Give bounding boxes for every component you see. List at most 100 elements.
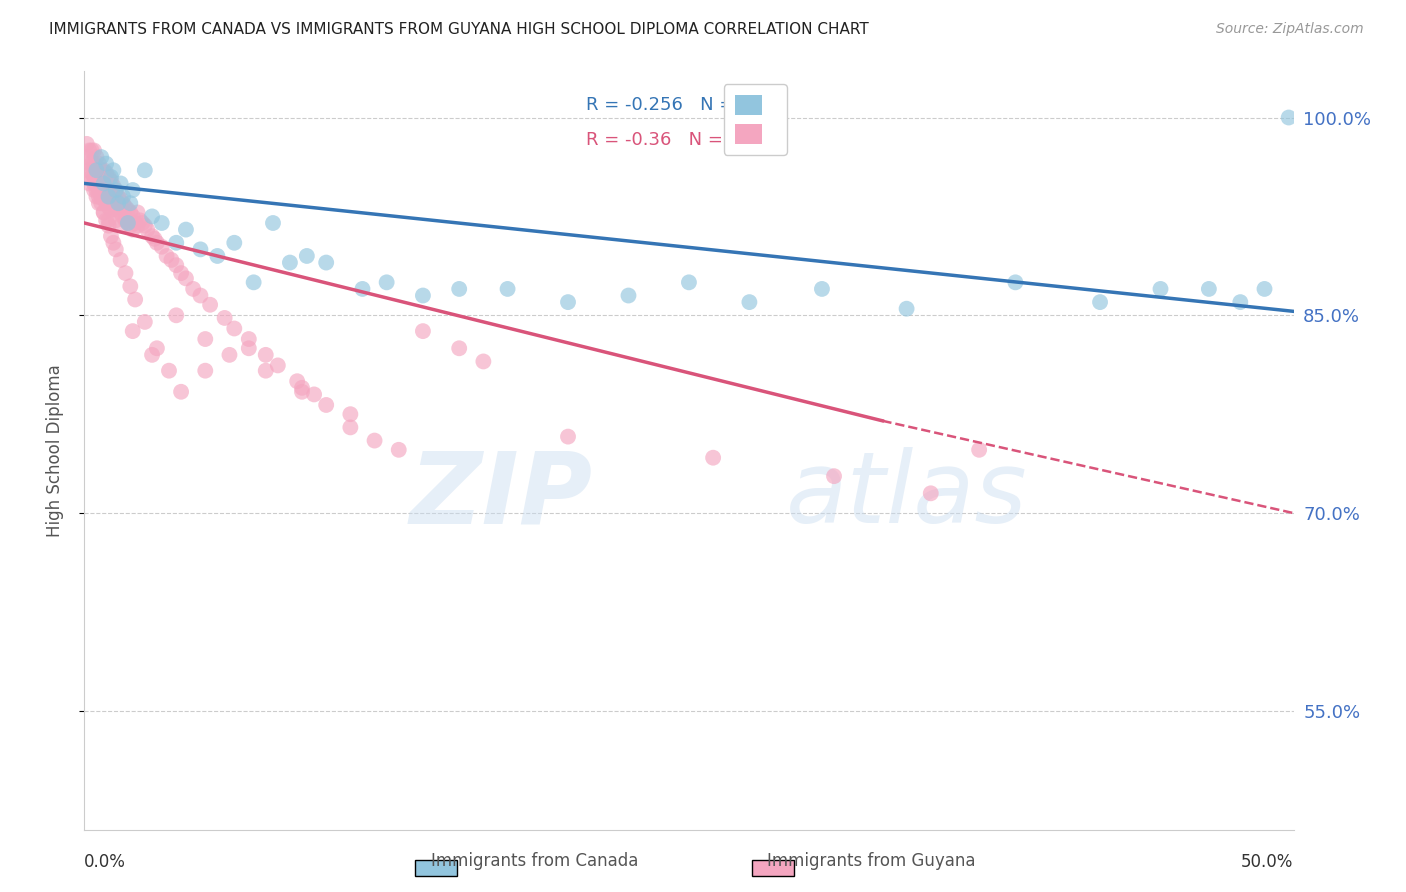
- Point: [920, 486, 942, 500]
- Point: [302, 387, 325, 401]
- Point: [90, 177, 112, 191]
- Point: [90, 196, 112, 211]
- Point: [114, 266, 136, 280]
- Point: [104, 186, 127, 201]
- Point: [76, 150, 98, 164]
- Text: Immigrants from Guyana: Immigrants from Guyana: [768, 852, 976, 870]
- Point: [127, 219, 149, 233]
- Point: [97, 219, 120, 233]
- Point: [242, 276, 264, 290]
- Point: [120, 196, 142, 211]
- Point: [339, 420, 361, 434]
- Text: atlas: atlas: [786, 448, 1028, 544]
- Point: [1149, 282, 1171, 296]
- Point: [87, 183, 110, 197]
- Point: [315, 255, 337, 269]
- Point: [388, 442, 411, 457]
- Point: [136, 222, 159, 236]
- Text: Source: ZipAtlas.com: Source: ZipAtlas.com: [1216, 22, 1364, 37]
- Point: [896, 301, 918, 316]
- Point: [87, 196, 110, 211]
- Point: [83, 177, 105, 191]
- Point: [97, 200, 120, 214]
- Point: [155, 249, 177, 263]
- Point: [77, 177, 100, 191]
- Point: [112, 196, 135, 211]
- Point: [811, 282, 834, 296]
- Point: [107, 202, 129, 217]
- Point: [104, 243, 127, 257]
- Point: [224, 321, 246, 335]
- Point: [174, 271, 197, 285]
- Point: [97, 213, 120, 227]
- Point: [93, 179, 115, 194]
- Point: [83, 156, 105, 170]
- Point: [100, 229, 122, 244]
- Point: [285, 374, 308, 388]
- Point: [87, 169, 110, 184]
- Point: [218, 348, 240, 362]
- Point: [496, 282, 519, 296]
- Point: [134, 163, 156, 178]
- Point: [90, 189, 112, 203]
- Point: [120, 205, 142, 219]
- Point: [170, 266, 193, 280]
- Point: [160, 252, 183, 267]
- Point: [100, 174, 122, 188]
- Text: 50.0%: 50.0%: [1241, 854, 1294, 871]
- Point: [97, 186, 120, 200]
- Point: [93, 177, 115, 191]
- Point: [181, 282, 204, 296]
- Point: [557, 295, 579, 310]
- Point: [267, 359, 290, 373]
- Point: [121, 222, 143, 236]
- Point: [94, 213, 117, 227]
- Point: [412, 324, 434, 338]
- Point: [104, 200, 127, 214]
- Point: [165, 235, 187, 250]
- Point: [1253, 282, 1275, 296]
- Point: [110, 177, 132, 191]
- Point: [339, 407, 361, 421]
- Point: [143, 232, 166, 246]
- Point: [124, 216, 146, 230]
- Point: [86, 163, 108, 178]
- Point: [134, 315, 156, 329]
- Point: [80, 166, 103, 180]
- Point: [114, 200, 136, 214]
- Point: [112, 210, 135, 224]
- Point: [702, 450, 724, 465]
- Point: [107, 189, 129, 203]
- Point: [146, 235, 169, 250]
- Point: [678, 276, 700, 290]
- Point: [83, 169, 105, 184]
- Point: [104, 213, 127, 227]
- Point: [967, 442, 990, 457]
- Point: [86, 163, 108, 178]
- Point: [150, 240, 173, 254]
- Point: [238, 341, 260, 355]
- Point: [412, 288, 434, 302]
- Point: [295, 249, 318, 263]
- Point: [124, 293, 146, 307]
- Point: [112, 189, 135, 203]
- Point: [198, 298, 221, 312]
- Point: [238, 332, 260, 346]
- Point: [262, 216, 284, 230]
- Point: [121, 183, 143, 197]
- Point: [86, 177, 108, 191]
- Point: [190, 243, 212, 257]
- Point: [90, 163, 112, 178]
- Point: [103, 163, 125, 178]
- Point: [207, 249, 229, 263]
- Text: R = -0.256   N = 45: R = -0.256 N = 45: [586, 96, 763, 114]
- Point: [472, 354, 495, 368]
- Point: [194, 332, 217, 346]
- Point: [127, 205, 149, 219]
- Point: [194, 364, 217, 378]
- Point: [77, 144, 100, 158]
- Point: [77, 163, 100, 178]
- Point: [80, 144, 103, 158]
- Point: [363, 434, 385, 448]
- Point: [291, 384, 314, 399]
